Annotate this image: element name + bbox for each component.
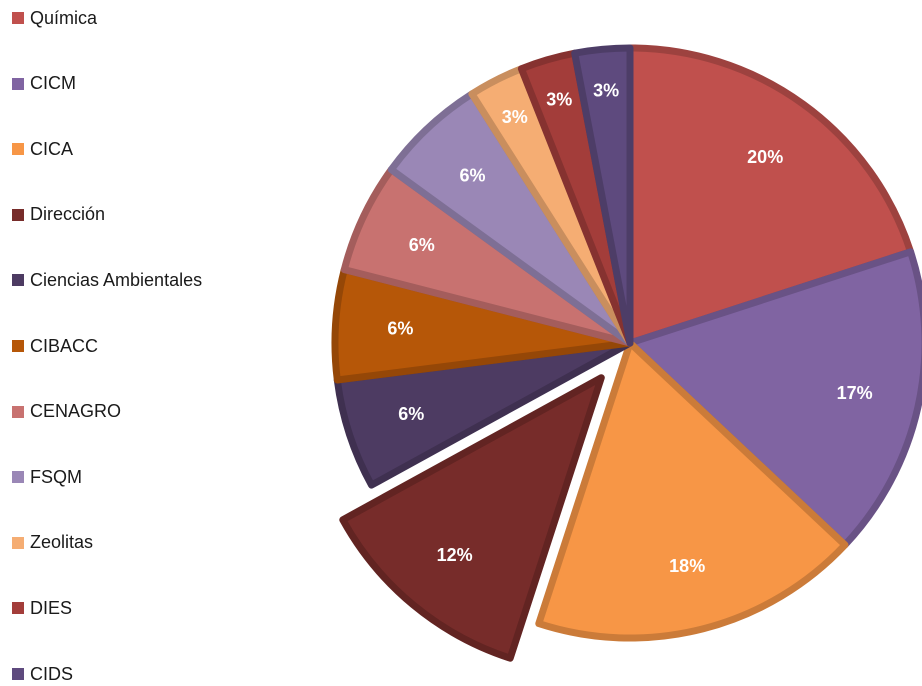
legend-swatch xyxy=(12,405,24,418)
legend-label: Zeolitas xyxy=(30,532,94,553)
legend-item-zeolitas: Zeolitas xyxy=(12,531,93,555)
legend-label: CIBACC xyxy=(30,335,99,356)
legend-item-cicm: CICM xyxy=(12,72,76,96)
pie-slices xyxy=(331,44,922,662)
legend-item-dies: DIES xyxy=(12,596,72,620)
data-label-zeolitas: 3% xyxy=(502,107,528,127)
legend-label: Ciencias Ambientales xyxy=(30,269,203,290)
data-label-cids: 3% xyxy=(593,80,619,100)
legend-swatch xyxy=(12,668,24,680)
data-label-cicm: 17% xyxy=(837,383,873,403)
pie-data-labels: 20% 17% 18% 12% 6% 6% 6% 6% 3% 3% 3% xyxy=(387,80,872,576)
legend-swatch xyxy=(12,471,24,484)
data-label-direccion: 12% xyxy=(437,545,473,565)
pie-slice-cica xyxy=(535,339,849,642)
legend-swatch xyxy=(12,77,24,90)
data-label-cenagro: 6% xyxy=(409,235,435,255)
data-label-ciencias-ambientales: 6% xyxy=(398,404,424,424)
data-label-quimica: 20% xyxy=(747,147,783,167)
data-label-dies: 3% xyxy=(546,89,572,109)
data-label-cica: 18% xyxy=(669,556,705,576)
legend-label: CICM xyxy=(30,73,76,94)
pie-slice-cids xyxy=(571,44,634,347)
legend-swatch xyxy=(12,208,24,221)
legend-item-cids: CIDS xyxy=(12,662,73,686)
legend-label: CIDS xyxy=(30,663,74,684)
pie-slice-direccion xyxy=(339,374,605,662)
legend-swatch xyxy=(12,12,24,24)
legend-label: CENAGRO xyxy=(30,401,122,422)
data-label-fsqm: 6% xyxy=(459,165,485,185)
legend-item-cibacc: CIBACC xyxy=(12,334,98,358)
legend-swatch xyxy=(12,340,24,352)
legend-label: FSQM xyxy=(30,466,82,487)
legend-item-quimica: Química xyxy=(12,6,97,30)
pie-slice-quimica xyxy=(626,44,915,347)
legend-label: DIES xyxy=(30,597,73,618)
legend-swatch xyxy=(12,274,24,287)
legend-item-ciencias-ambientales: Ciencias Ambientales xyxy=(12,268,202,292)
legend-item-cenagro: CENAGRO xyxy=(12,400,121,424)
legend-label: Química xyxy=(30,7,98,28)
legend-item-fsqm: FSQM xyxy=(12,465,82,489)
legend-label: CICA xyxy=(30,138,74,159)
data-label-cibacc: 6% xyxy=(387,319,413,339)
legend-swatch xyxy=(12,536,24,549)
legend-swatch xyxy=(12,143,24,156)
legend-item-cica: CICA xyxy=(12,137,73,161)
legend-swatch xyxy=(12,602,24,615)
pie-slice-cicm xyxy=(626,248,922,549)
legend-label: Dirección xyxy=(30,204,106,225)
legend-item-direccion: Dirección xyxy=(12,203,105,227)
